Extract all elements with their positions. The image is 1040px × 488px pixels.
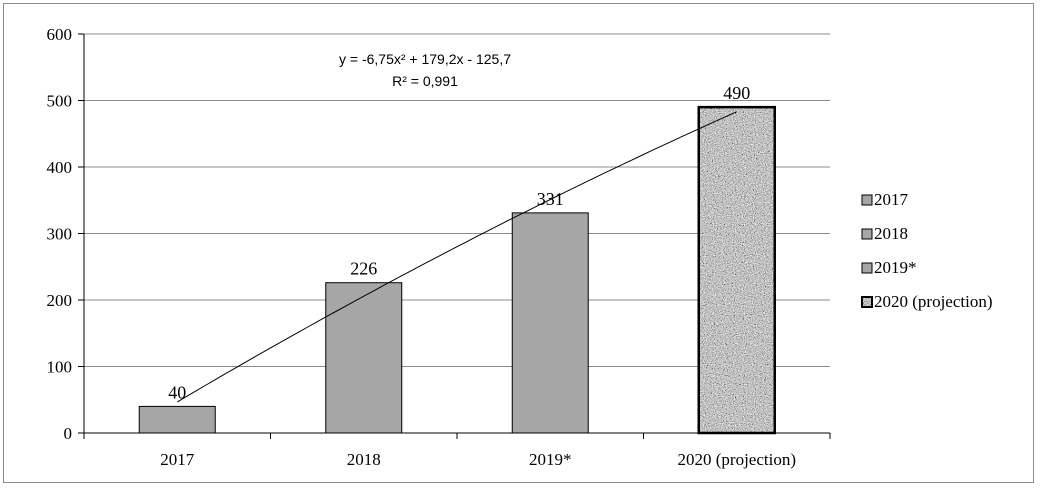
legend-label-1: 2018 [874, 224, 908, 243]
data-label-0: 40 [168, 382, 186, 402]
y-tick-label-600: 600 [47, 25, 73, 44]
x-tick-label-2: 2019* [529, 450, 572, 469]
data-labels: 40 226 331 490 [168, 83, 750, 402]
bar-3 [697, 105, 776, 435]
data-label-2: 331 [537, 189, 564, 209]
legend: 2017 2018 2019* 2020 (projection) [861, 190, 993, 311]
y-tick-label-400: 400 [47, 158, 73, 177]
y-tick-label-200: 200 [47, 291, 73, 310]
y-tick-labels: 0 100 200 300 400 500 600 [47, 25, 73, 443]
x-tick-labels: 2017 2018 2019* 2020 (projection) [160, 450, 796, 469]
data-label-1: 226 [350, 259, 377, 279]
legend-label-2: 2019* [874, 258, 917, 277]
y-tick-label-100: 100 [47, 358, 73, 377]
legend-swatch-0 [861, 194, 873, 206]
legend-label-0: 2017 [874, 190, 909, 209]
trendline [177, 111, 738, 403]
trendline-equation: y = -6,75x² + 179,2x - 125,7 [339, 51, 511, 67]
y-tick-label-300: 300 [47, 225, 73, 244]
legend-swatch-texture-3 [862, 297, 872, 307]
bar-1 [325, 282, 403, 434]
bar-0 [138, 405, 216, 434]
bar-texture-3 [698, 107, 775, 434]
trendline-curve [177, 111, 738, 403]
y-tick-label-500: 500 [47, 92, 73, 111]
x-tick-label-3: 2020 (projection) [678, 450, 797, 469]
x-tick-label-0: 2017 [160, 450, 195, 469]
legend-swatch-3 [861, 296, 873, 308]
data-label-3: 490 [723, 83, 750, 103]
y-tick-label-0: 0 [64, 424, 73, 443]
trendline-r-squared: R² = 0,991 [392, 73, 458, 89]
legend-swatch-2 [861, 262, 873, 274]
legend-label-3: 2020 (projection) [874, 292, 993, 311]
legend-swatch-1 [861, 228, 873, 240]
bars [138, 105, 776, 435]
bar-2 [511, 212, 589, 434]
x-tick-label-1: 2018 [347, 450, 381, 469]
